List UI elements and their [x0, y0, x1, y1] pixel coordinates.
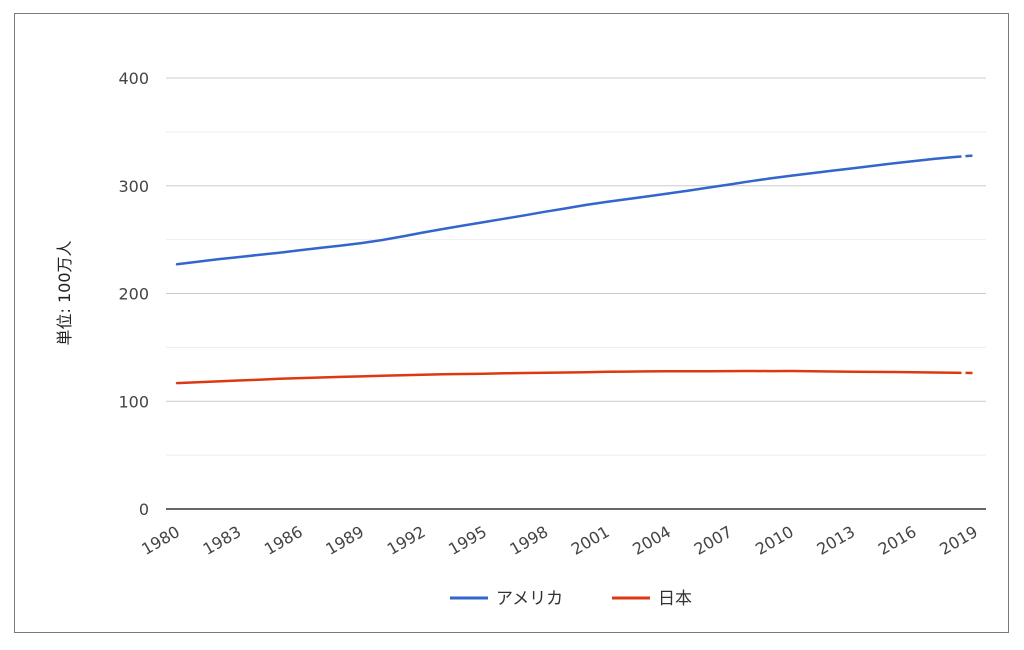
x-tick-label: 2001: [568, 522, 613, 559]
x-tick-label: 1980: [138, 522, 183, 559]
x-tick-label: 2010: [752, 522, 797, 559]
legend: アメリカ 日本: [450, 589, 692, 609]
x-tick-label: 1983: [200, 522, 245, 559]
x-tick-label: 2013: [813, 522, 858, 559]
series-line-projection: [954, 154, 976, 159]
y-axis-ticks: 0 100 200 300 400: [118, 69, 149, 519]
y-tick-label: 300: [118, 177, 149, 196]
y-tick-label: 100: [118, 392, 149, 411]
y-tick-label: 400: [118, 69, 149, 88]
legend-label: 日本: [658, 589, 692, 609]
x-tick-label: 2004: [629, 522, 674, 559]
series-lines: [175, 154, 976, 385]
x-tick-label: 2007: [691, 522, 736, 559]
x-tick-label: 1995: [445, 522, 490, 559]
y-tick-label: 0: [139, 500, 149, 519]
chart-frame: [14, 13, 1009, 633]
x-tick-label: 1986: [261, 522, 306, 559]
grid-lines: [166, 77, 986, 510]
x-tick-label: 2016: [875, 522, 920, 559]
x-tick-label: 1992: [384, 522, 429, 559]
x-axis-ticks: 1980 1983 1986 1989 1992 1995 1998 2001 2004 2007…: [138, 522, 981, 559]
x-tick-label: 1998: [507, 522, 552, 559]
y-tick-label: 200: [118, 285, 149, 304]
x-tick-label: 1989: [322, 522, 367, 559]
series-line: [175, 155, 956, 266]
legend-label: アメリカ: [496, 589, 563, 609]
y-axis-label: 単位: 100万人: [55, 240, 74, 345]
series-line: [175, 369, 956, 385]
x-tick-label: 2019: [936, 522, 981, 559]
